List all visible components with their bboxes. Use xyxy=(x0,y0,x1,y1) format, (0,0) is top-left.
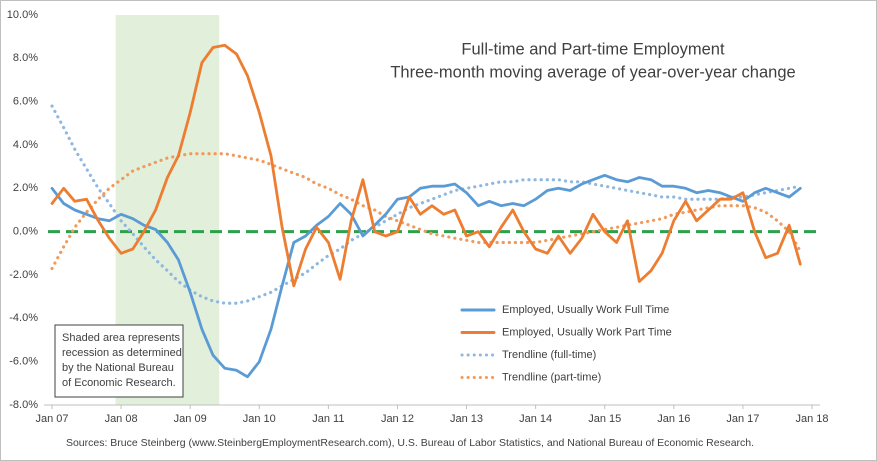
source-note: Sources: Bruce Steinberg (www.SteinbergE… xyxy=(66,437,754,449)
y-tick-label: -4.0% xyxy=(9,312,38,324)
y-tick-label: 6.0% xyxy=(13,96,38,108)
y-tick-label: -8.0% xyxy=(9,399,38,411)
y-tick-label: -6.0% xyxy=(9,356,38,368)
x-tick-label: Jan 12 xyxy=(381,413,414,425)
y-tick-label: 10.0% xyxy=(7,9,38,21)
annotation-text: by the National Bureau xyxy=(62,362,174,374)
series-line xyxy=(50,43,802,288)
legend-label: Employed, Usually Work Full Time xyxy=(502,304,669,316)
x-tick-label: Jan 07 xyxy=(35,413,68,425)
x-tick-label: Jan 14 xyxy=(519,413,552,425)
legend-label: Trendline (part-time) xyxy=(502,371,601,383)
x-tick-label: Jan 17 xyxy=(726,413,759,425)
annotation-box xyxy=(54,324,184,398)
chart-title: Full-time and Part-time Employment xyxy=(461,40,725,58)
annotation-text: of Economic Research. xyxy=(62,377,176,389)
legend-label: Trendline (full-time) xyxy=(502,349,596,361)
series-line xyxy=(50,104,802,305)
x-tick-label: Jan 11 xyxy=(312,413,344,425)
x-tick-label: Jan 13 xyxy=(450,413,483,425)
legend-label: Employed, Usually Work Part Time xyxy=(502,326,672,338)
y-tick-label: 0.0% xyxy=(13,226,38,238)
x-tick-label: Jan 15 xyxy=(588,413,621,425)
y-tick-label: 8.0% xyxy=(13,52,38,64)
chart-title: Three-month moving average of year-over-… xyxy=(390,63,795,81)
annotation-text: recession as determined xyxy=(62,347,182,359)
x-tick-label: Jan 10 xyxy=(243,413,276,425)
x-tick-label: Jan 18 xyxy=(795,413,828,425)
y-tick-label: 2.0% xyxy=(13,182,38,194)
series-line xyxy=(50,173,802,379)
x-tick-label: Jan 09 xyxy=(174,413,207,425)
y-tick-label: 4.0% xyxy=(13,139,38,151)
y-tick-label: -2.0% xyxy=(9,269,38,281)
annotation-text: Shaded area represents xyxy=(62,332,181,344)
series-line xyxy=(50,152,802,271)
x-tick-label: Jan 08 xyxy=(105,413,138,425)
x-tick-label: Jan 16 xyxy=(657,413,690,425)
